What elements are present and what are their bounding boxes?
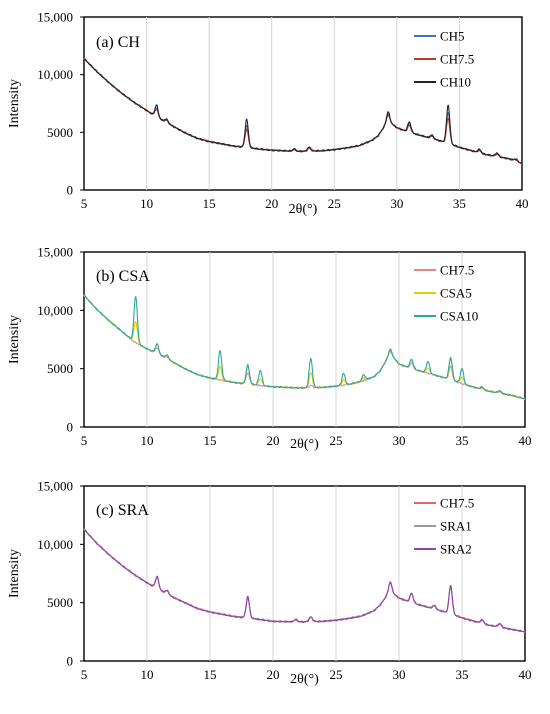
x-tick-label: 15	[203, 196, 216, 211]
panel-label: (b) CSA	[96, 268, 150, 285]
plot-frame	[83, 16, 523, 191]
legend-label: SRA1	[440, 519, 472, 534]
panel-b: 0 5000 10,000 15,000 5 10 15 20 25 30 35 40 Intensit…	[7, 245, 532, 453]
x-tick-label: 40	[516, 196, 529, 211]
x-tick-label: 30	[393, 433, 406, 448]
legend: CH7.5 CSA5 CSA10	[414, 263, 478, 324]
x-tick-label: 10	[140, 196, 153, 211]
x-tick-label: 40	[519, 667, 532, 682]
x-tick-label: 10	[141, 667, 154, 682]
x-tick-label: 15	[204, 667, 217, 682]
y-tick-label: 0	[67, 654, 74, 669]
y-tick-label: 5000	[47, 125, 73, 140]
x-tick-label: 35	[456, 667, 469, 682]
legend-label: CH7.5	[440, 496, 474, 511]
series-line-csa10	[83, 295, 526, 400]
x-tick-label: 35	[456, 433, 469, 448]
y-tick-label: 5000	[47, 361, 73, 376]
x-axis-title: 2θ(°)	[290, 437, 319, 452]
y-axis-title: Intensity	[7, 79, 22, 128]
legend-label: SRA2	[440, 542, 472, 557]
y-tick-label: 10,000	[37, 67, 73, 82]
x-axis-title: 2θ(°)	[290, 672, 319, 687]
y-tick-label: 5000	[47, 595, 73, 610]
legend-label: CSA10	[440, 309, 478, 324]
x-tick-label: 5	[81, 433, 88, 448]
y-tick-label: 0	[67, 420, 74, 435]
y-axis-title: Intensity	[7, 315, 22, 364]
x-tick-label: 40	[519, 433, 532, 448]
x-tick-label: 20	[265, 196, 278, 211]
series-line-ch10	[83, 58, 523, 164]
legend: CH5 CH7.5 CH10	[414, 29, 474, 90]
legend-label: CH5	[440, 29, 465, 44]
x-tick-label: 20	[267, 667, 280, 682]
series-line-sra2	[83, 529, 526, 633]
x-tick-label: 20	[267, 433, 280, 448]
legend-label: CH10	[440, 75, 471, 90]
panel-c: 0 5000 10,000 15,000 5 10 15 20 25 30 35 40 Intensit…	[7, 479, 532, 688]
x-tick-label: 25	[330, 667, 343, 682]
legend-label: CH7.5	[440, 263, 474, 278]
legend-label: CSA5	[440, 286, 472, 301]
x-tick-label: 25	[330, 433, 343, 448]
x-tick-label: 35	[453, 196, 466, 211]
y-tick-label: 10,000	[37, 303, 73, 318]
panel-label: (c) SRA	[96, 502, 149, 519]
x-tick-label: 30	[390, 196, 403, 211]
x-tick-label: 5	[81, 196, 88, 211]
panel-label: (a) CH	[96, 34, 140, 51]
x-tick-label: 30	[393, 667, 406, 682]
legend: CH7.5 SRA1 SRA2	[414, 496, 474, 557]
panel-a: 0 5000 10,000 15,000 5 10 15 20 25 30 35 40 Intensit…	[7, 10, 529, 218]
y-tick-label: 0	[67, 183, 74, 198]
legend-label: CH7.5	[440, 52, 474, 67]
x-tick-label: 5	[81, 667, 88, 682]
plot-frame	[83, 251, 526, 428]
x-tick-label: 15	[204, 433, 217, 448]
y-tick-label: 15,000	[37, 245, 73, 260]
y-tick-label: 10,000	[37, 537, 73, 552]
y-tick-label: 15,000	[37, 10, 73, 25]
plot-frame	[83, 485, 526, 662]
x-tick-label: 25	[328, 196, 341, 211]
x-tick-label: 10	[141, 433, 154, 448]
y-tick-label: 15,000	[37, 479, 73, 494]
x-axis-title: 2θ(°)	[289, 202, 318, 217]
y-axis-title: Intensity	[7, 549, 22, 598]
